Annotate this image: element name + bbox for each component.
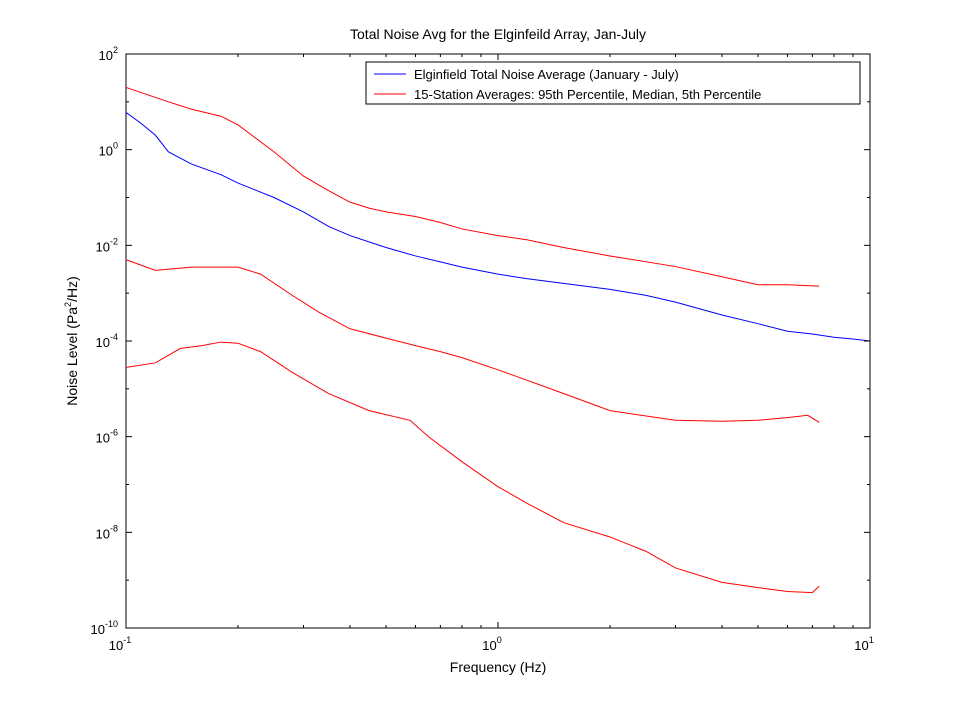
y-tick-base-4: 10 — [96, 431, 110, 446]
series-line-0 — [125, 112, 871, 342]
y-tick-exp-4: -6 — [110, 428, 118, 438]
x-tick-label-0: 10-1 — [109, 635, 131, 653]
series-line-3 — [125, 341, 820, 594]
y-tick-base-5: 10 — [96, 526, 110, 541]
series-line-2 — [125, 259, 820, 423]
x-tick-base-0: 10 — [109, 638, 123, 653]
y-tick-base-1: 10 — [99, 144, 113, 159]
x-tick-base-2: 10 — [854, 638, 868, 653]
x-tick-label-2: 101 — [854, 635, 873, 653]
y-tick-base-0: 10 — [99, 48, 113, 63]
y-tick-base-3: 10 — [96, 335, 110, 350]
legend-box — [365, 61, 861, 105]
y-tick-label-4: 10-6 — [96, 428, 118, 446]
x-tick-base-1: 10 — [482, 638, 496, 653]
y-tick-label-0: 102 — [99, 45, 118, 63]
y-tick-base-2: 10 — [96, 239, 110, 254]
x-axis-label: Frequency (Hz) — [450, 659, 546, 675]
x-tick-label-1: 100 — [482, 635, 501, 653]
y-tick-exp-3: -4 — [110, 332, 118, 342]
y-tick-base-6: 10 — [91, 622, 105, 637]
x-tick-exp-2: 1 — [869, 635, 874, 645]
plot-frame — [125, 53, 871, 629]
legend-label-0: Elginfield Total Noise Average (January … — [414, 67, 679, 82]
legend: Elginfield Total Noise Average (January … — [365, 61, 861, 105]
y-tick-exp-0: 2 — [113, 45, 118, 55]
legend-label-1: 15-Station Averages: 95th Percentile, Me… — [414, 87, 761, 102]
y-label-sup: 2 — [63, 302, 73, 307]
chart-title: Total Noise Avg for the Elginfeild Array… — [350, 26, 646, 42]
y-tick-label-2: 10-2 — [96, 236, 118, 254]
series-layer — [125, 86, 871, 594]
y-tick-exp-6: -10 — [105, 619, 118, 629]
y-tick-label-5: 10-8 — [96, 523, 118, 541]
y-tick-label-1: 100 — [99, 141, 118, 159]
x-tick-exp-1: 0 — [497, 635, 502, 645]
y-label-post: /Hz) — [64, 276, 80, 302]
y-axis-label: Noise Level (Pa2/Hz) — [63, 276, 80, 406]
y-tick-exp-2: -2 — [110, 236, 118, 246]
y-label-pre: Noise Level (Pa — [64, 307, 80, 406]
series-line-1 — [125, 86, 820, 287]
y-tick-exp-1: 0 — [113, 141, 118, 151]
y-tick-label-6: 10-10 — [91, 619, 118, 637]
y-tick-label-3: 10-4 — [96, 332, 118, 350]
y-tick-exp-5: -8 — [110, 523, 118, 533]
x-tick-exp-0: -1 — [123, 635, 131, 645]
